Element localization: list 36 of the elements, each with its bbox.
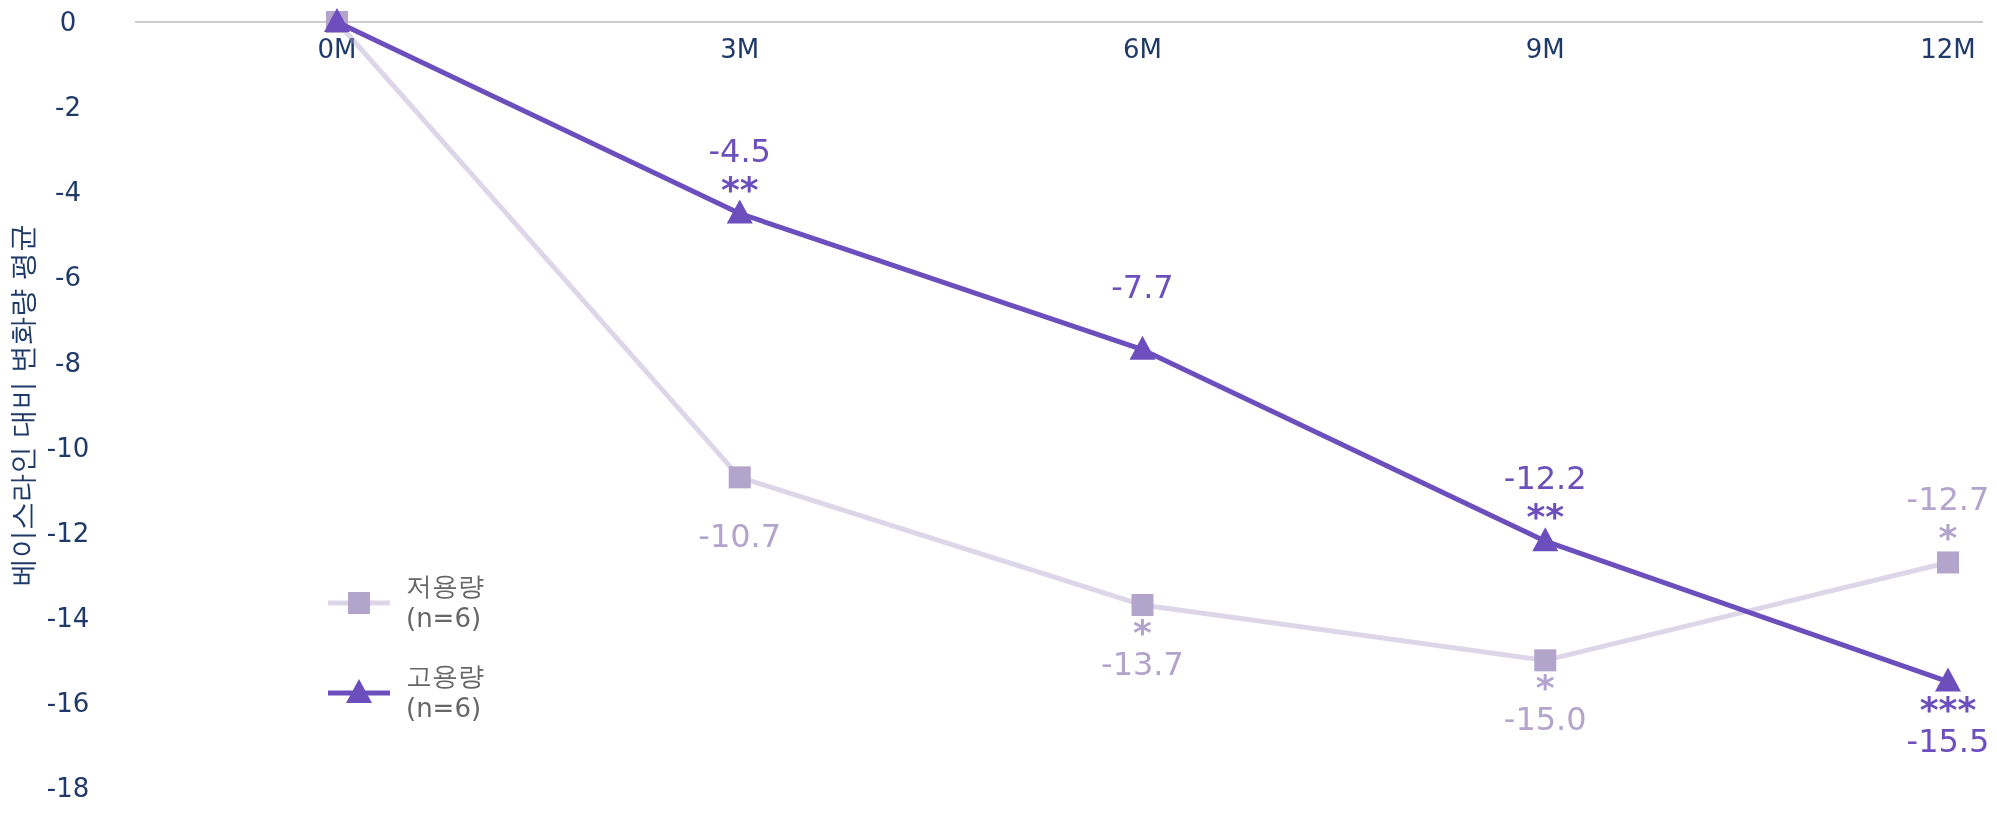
data-label: -10.7 <box>698 517 782 556</box>
y-tick-label: -8 <box>55 347 81 378</box>
y-tick-label: -12 <box>46 517 90 548</box>
annotation: ** <box>720 168 759 210</box>
y-tick-label: -4 <box>55 177 81 208</box>
point <box>728 466 751 489</box>
y-axis-title: 베이스라인 대비 변화량 평균 <box>6 223 39 587</box>
point <box>1532 527 1559 552</box>
y-tick-label: 0 <box>59 7 77 38</box>
y-tick-label: -14 <box>46 602 90 633</box>
data-label: -12.2 <box>1503 459 1587 498</box>
point <box>726 199 753 224</box>
y-tick-label: -18 <box>46 773 90 804</box>
y-tick-label: -2 <box>55 92 81 123</box>
data-label: -13.7 <box>1101 645 1184 684</box>
data-label: -15.0 <box>1503 700 1587 739</box>
x-tick-label: 9M <box>1525 34 1565 64</box>
y-tick-label: -6 <box>55 262 81 293</box>
annotation: ** <box>1526 496 1565 538</box>
data-label: -4.5 <box>708 131 771 170</box>
data-label: -12.7 <box>1906 480 1990 519</box>
point <box>1937 551 1959 574</box>
x-tick-label: 3M <box>720 34 760 64</box>
annotation: * <box>1938 517 1958 559</box>
data-label: -7.7 <box>1111 267 1174 306</box>
x-tick-label: 0M <box>317 34 357 64</box>
legend-label: 고용량 (n=6) <box>406 661 484 723</box>
point <box>1131 594 1154 617</box>
point <box>1935 667 1961 692</box>
y-tick-label: -10 <box>46 432 90 463</box>
point <box>1129 335 1156 360</box>
y-tick-label: -16 <box>46 687 90 718</box>
point <box>1534 649 1557 672</box>
x-tick-label: 6M <box>1123 34 1162 64</box>
x-tick-label: 12M <box>1920 34 1976 64</box>
legend-label: 저용량 (n=6) <box>406 571 484 633</box>
